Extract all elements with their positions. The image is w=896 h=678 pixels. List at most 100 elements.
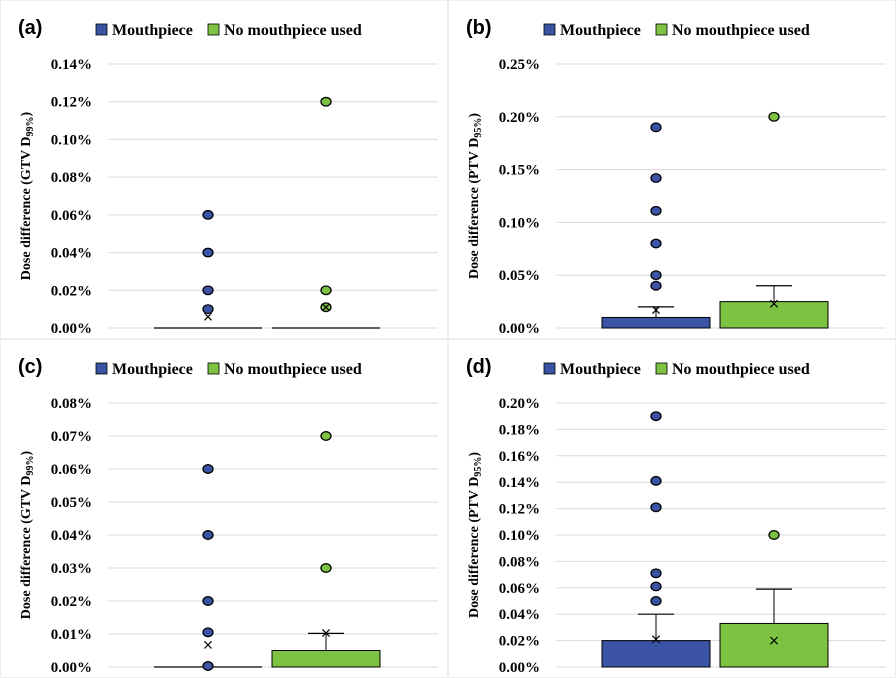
y-axis-label: Dose difference (PTV D95%) [467, 113, 484, 279]
legend-label-no-mouthpiece: No mouthpiece used [224, 22, 362, 39]
series-mouthpiece [154, 209, 262, 329]
box [719, 622, 829, 668]
legend-swatch-no-mouthpiece [655, 23, 668, 36]
legend-swatch-no-mouthpiece [207, 362, 220, 375]
chart-panel-d: (d) Mouthpiece No mouthpiece used 0.00% 0.02… [448, 339, 896, 678]
mean-stroke [651, 306, 661, 315]
chart-panel-a: (a) Mouthpiece No mouthpiece used 0.00% 0.02… [0, 0, 448, 339]
y-tick-label: 0.08% [51, 396, 92, 412]
y-tick-label: 0.14% [51, 57, 92, 73]
legend-swatch-no-mouthpiece [207, 23, 220, 36]
series-no-mouthpiece [271, 431, 381, 668]
outlier-point [650, 596, 662, 606]
series-mouthpiece [601, 122, 711, 329]
outlier-point [202, 627, 214, 638]
mean-marker [769, 299, 779, 308]
y-axis-label: Dose difference (PTV D95%) [467, 452, 484, 618]
outlier-point [202, 464, 214, 474]
y-tick-label: 0.00% [51, 321, 92, 337]
y-axis-label: Dose difference (GTV D99%) [19, 111, 36, 280]
y-tick-label: 0.04% [51, 528, 92, 544]
chart-svg: (d) Mouthpiece No mouthpiece used 0.00% 0.02… [448, 339, 896, 678]
legend-swatch-mouthpiece [543, 362, 556, 375]
mean-marker [203, 312, 213, 321]
legend-label-no-mouthpiece: No mouthpiece used [672, 361, 810, 378]
chart-panel-c: (c) Mouthpiece No mouthpiece used 0.00% 0.01… [0, 339, 448, 678]
chart-svg: (a) Mouthpiece No mouthpiece used 0.00% 0.02… [0, 0, 448, 339]
y-tick-label: 0.05% [499, 268, 540, 284]
y-tick-label: 0.02% [499, 634, 540, 650]
legend: Mouthpiece No mouthpiece used [95, 361, 362, 378]
legend-label-mouthpiece: Mouthpiece [112, 22, 193, 39]
legend: Mouthpiece No mouthpiece used [95, 22, 362, 39]
outlier-point [202, 661, 214, 671]
legend-label-mouthpiece: Mouthpiece [560, 22, 641, 39]
mean-stroke [651, 635, 661, 644]
legend: Mouthpiece No mouthpiece used [543, 22, 810, 39]
legend: Mouthpiece No mouthpiece used [543, 361, 810, 378]
mean-marker [769, 636, 779, 645]
y-tick-label: 0.01% [51, 627, 92, 643]
outlier-point [768, 111, 780, 122]
series-no-mouthpiece [272, 96, 380, 329]
y-tick-label: 0.08% [51, 170, 92, 186]
chart-svg: (c) Mouthpiece No mouthpiece used 0.00% 0.01… [0, 339, 448, 678]
outlier-point [650, 411, 662, 422]
series-no-mouthpiece [719, 111, 829, 329]
panel-label: (d) [466, 356, 492, 378]
series-no-mouthpiece [719, 530, 829, 668]
y-tick-label: 0.12% [51, 95, 92, 111]
series-mouthpiece [601, 411, 711, 668]
outlier-point [202, 209, 214, 220]
mean-marker [203, 640, 213, 649]
mean-marker [321, 628, 331, 638]
y-tick-label: 0.00% [499, 660, 540, 676]
y-tick-label: 0.20% [499, 396, 540, 412]
outlier-point [650, 122, 662, 133]
y-tick-label: 0.07% [51, 429, 92, 445]
mean-marker [321, 303, 331, 312]
y-tick-label: 0.06% [499, 581, 540, 597]
legend-swatch-mouthpiece [95, 362, 108, 375]
y-tick-label: 0.00% [499, 321, 540, 337]
y-tick-label: 0.02% [51, 283, 92, 299]
outlier-point [650, 238, 662, 249]
box [601, 316, 711, 329]
y-tick-label: 0.20% [499, 110, 540, 126]
chart-panel-b: (b) Mouthpiece No mouthpiece used 0.00% 0.05… [448, 0, 896, 339]
mean-stroke [203, 312, 213, 321]
mean-stroke [321, 628, 331, 638]
y-tick-label: 0.03% [51, 561, 92, 577]
mean-stroke [203, 640, 213, 649]
outlier-point [650, 581, 662, 592]
outlier-point [202, 285, 214, 296]
outlier-point [320, 563, 332, 573]
outlier-point [202, 596, 214, 606]
y-tick-label: 0.04% [51, 246, 92, 262]
mean-stroke [769, 636, 779, 645]
y-tick-label: 0.12% [499, 502, 540, 518]
y-tick-label: 0.18% [499, 422, 540, 438]
box [601, 640, 711, 668]
outlier-point [650, 568, 662, 579]
panel-label: (a) [18, 17, 42, 39]
box [271, 650, 381, 668]
y-tick-label: 0.14% [499, 475, 540, 491]
y-tick-label: 0.06% [51, 462, 92, 478]
outlier-point [202, 304, 214, 315]
y-tick-label: 0.08% [499, 554, 540, 570]
series-mouthpiece [154, 464, 262, 671]
legend-label-no-mouthpiece: No mouthpiece used [224, 361, 362, 378]
mean-stroke [769, 299, 779, 308]
box [719, 301, 829, 329]
y-tick-label: 0.10% [51, 132, 92, 148]
y-tick-label: 0.04% [499, 607, 540, 623]
outlier-point [320, 96, 332, 107]
outlier-point [650, 280, 662, 291]
y-tick-label: 0.06% [51, 208, 92, 224]
y-axis-label: Dose difference (GTV D99%) [19, 450, 36, 619]
outlier-point [650, 475, 662, 486]
outlier-point [650, 173, 662, 183]
outlier-point [768, 530, 780, 540]
legend-label-mouthpiece: Mouthpiece [560, 361, 641, 378]
